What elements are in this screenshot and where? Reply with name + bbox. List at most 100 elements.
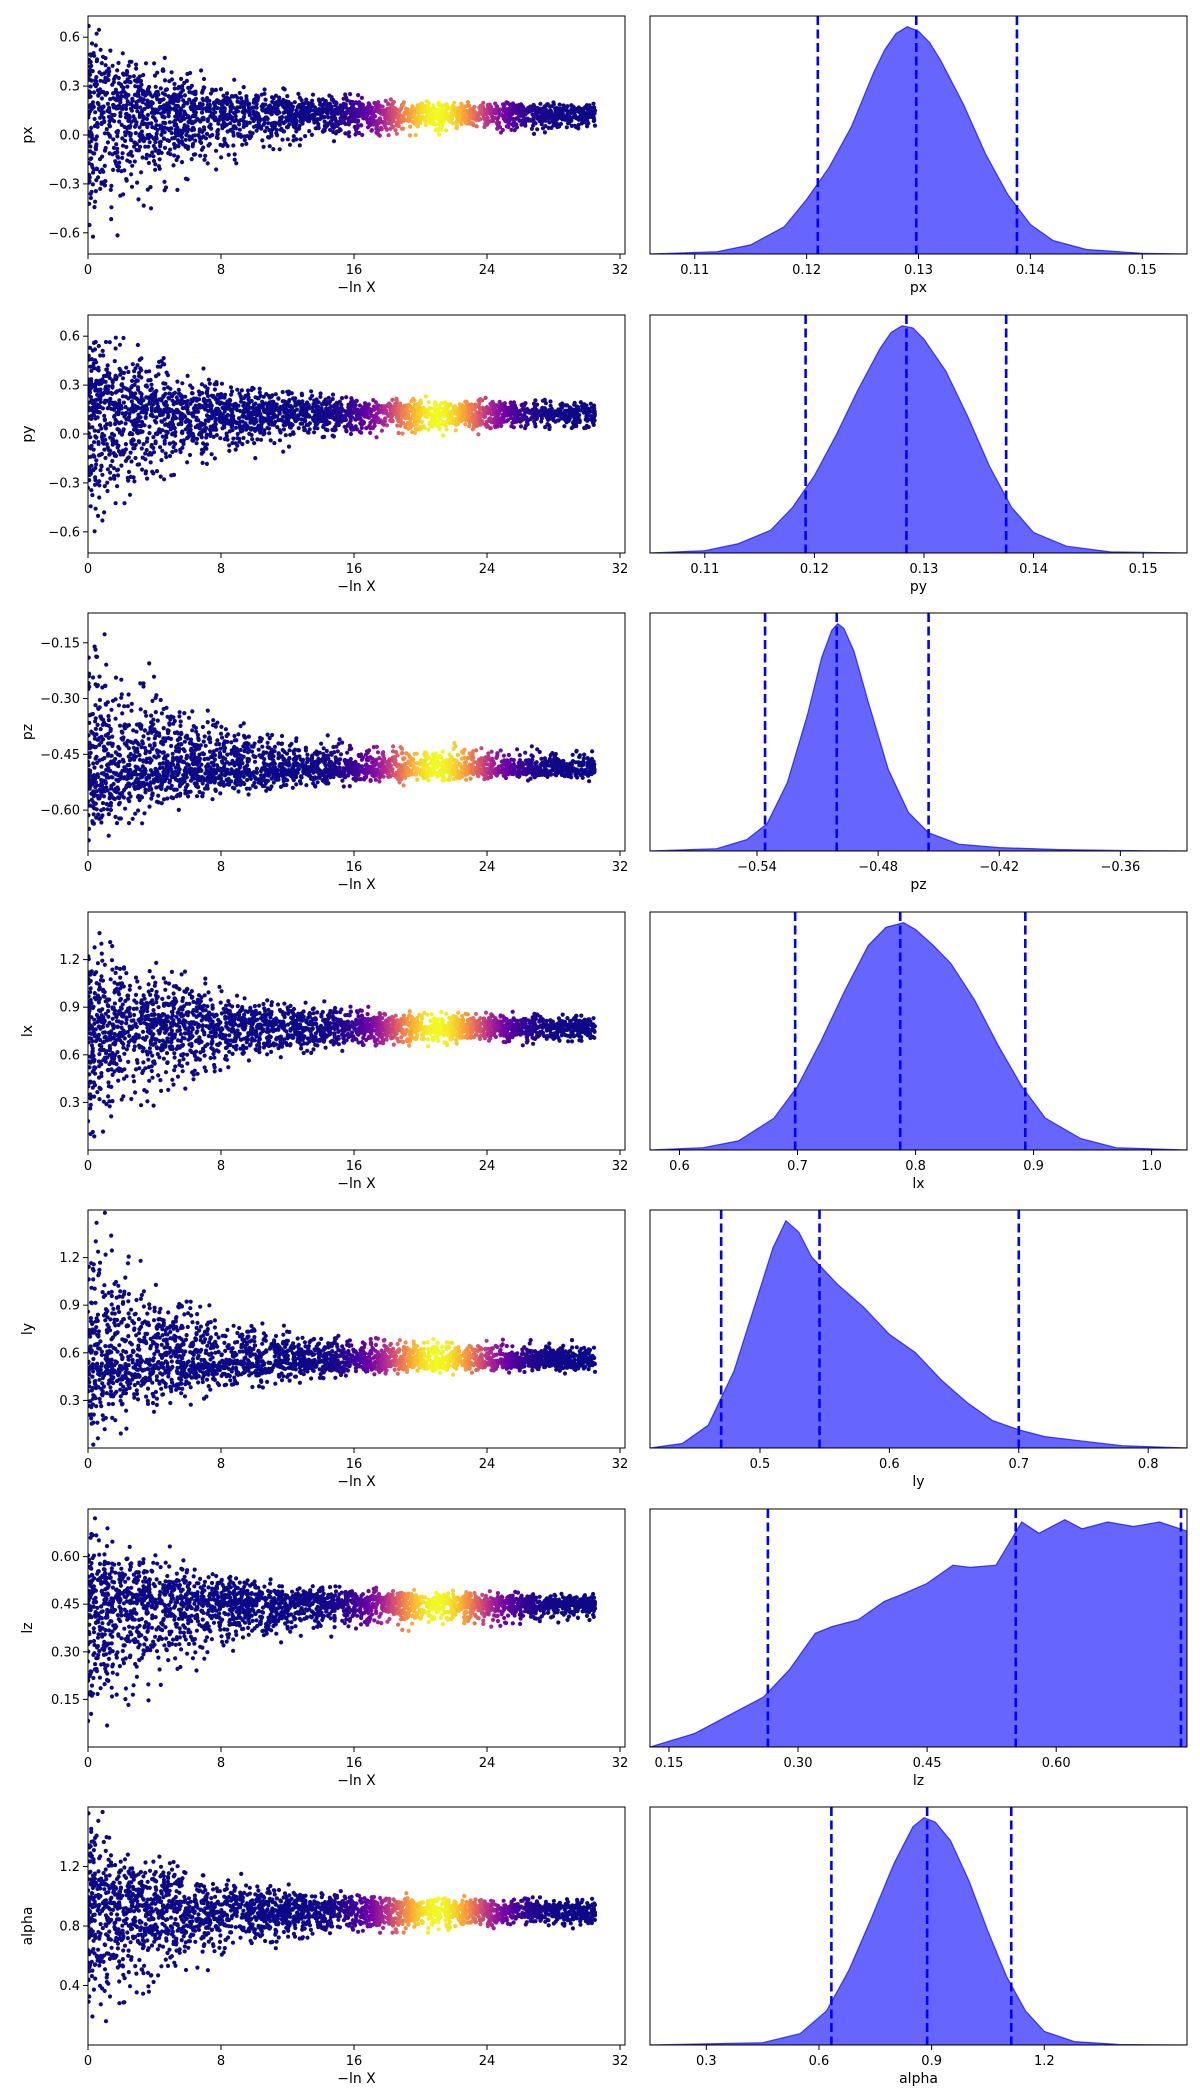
- trace-point: [400, 103, 405, 108]
- trace-point: [145, 124, 150, 130]
- trace-point: [130, 437, 136, 442]
- trace-point: [179, 419, 184, 424]
- trace-point: [135, 109, 140, 114]
- trace-point: [495, 413, 500, 418]
- trace-point: [349, 110, 354, 116]
- trace-point: [158, 474, 163, 479]
- trace-point: [200, 90, 205, 95]
- trace-point: [391, 404, 396, 409]
- trace-point: [138, 86, 143, 91]
- trace-point: [165, 415, 170, 420]
- trace-point: [443, 400, 448, 405]
- trace-point: [275, 425, 280, 430]
- trace-point: [151, 154, 156, 159]
- trace-point: [144, 411, 149, 416]
- trace-point: [199, 129, 204, 134]
- trace-point: [94, 435, 99, 440]
- trace-point: [129, 172, 134, 177]
- trace-point: [148, 206, 154, 211]
- trace-point: [88, 478, 92, 483]
- trace-point: [128, 137, 133, 142]
- trace-point: [240, 442, 245, 447]
- trace-point: [551, 102, 557, 107]
- trace-point: [123, 458, 128, 463]
- trace-point: [471, 123, 476, 128]
- trace-point: [388, 411, 393, 416]
- trace-point: [199, 382, 204, 387]
- trace-point: [185, 177, 190, 182]
- trace-point: [124, 68, 129, 74]
- trace-point: [557, 102, 562, 107]
- trace-point: [510, 116, 516, 121]
- trace-point: [102, 131, 107, 136]
- trace-point: [94, 134, 99, 139]
- trace-point: [360, 106, 365, 112]
- trace-point: [88, 353, 91, 358]
- trace-point: [94, 462, 99, 467]
- trace-point: [319, 102, 324, 107]
- trace-point: [139, 170, 144, 175]
- trace-point: [201, 398, 206, 403]
- trace-point: [200, 460, 205, 465]
- trace-point: [155, 70, 160, 75]
- trace-point: [201, 85, 206, 90]
- trace-point: [140, 155, 145, 160]
- trace-point: [555, 116, 560, 121]
- trace-point: [507, 113, 513, 118]
- trace-point: [304, 408, 309, 413]
- trace-point: [92, 383, 97, 389]
- trace-point: [125, 99, 130, 104]
- trace-point: [114, 104, 120, 110]
- trace-point: [111, 137, 116, 142]
- trace-point: [188, 70, 193, 76]
- trace-point: [92, 529, 97, 534]
- trace-point: [322, 119, 327, 124]
- trace-point: [198, 153, 203, 158]
- trace-point: [334, 129, 339, 134]
- trace-point: [288, 432, 293, 437]
- trace-point: [102, 484, 107, 489]
- trace-point: [281, 121, 286, 126]
- trace-point: [178, 449, 183, 455]
- trace-point: [188, 105, 193, 110]
- trace-point: [277, 147, 282, 152]
- trace-point: [89, 357, 94, 362]
- trace-point: [294, 418, 299, 423]
- trace-point: [495, 424, 500, 429]
- trace-point: [148, 104, 153, 109]
- trace-point: [372, 423, 377, 428]
- trace-point: [99, 180, 104, 185]
- trace-point: [213, 148, 219, 153]
- trace-point: [201, 366, 206, 371]
- trace-point: [231, 124, 236, 129]
- trace-point: [549, 412, 554, 417]
- trace-point: [251, 124, 257, 129]
- trace-point: [323, 421, 328, 426]
- trace-point: [89, 107, 94, 112]
- trace-point: [415, 408, 420, 413]
- trace-point: [380, 109, 385, 114]
- trace-point: [502, 108, 507, 113]
- trace-point: [307, 427, 312, 432]
- trace-point: [437, 122, 442, 127]
- trace-point: [117, 119, 122, 124]
- trace-point: [301, 117, 306, 122]
- trace-point: [181, 98, 186, 103]
- trace-point: [334, 108, 339, 113]
- trace-point: [316, 419, 321, 424]
- trace-point: [303, 107, 308, 113]
- trace-point: [204, 432, 209, 437]
- trace-point: [88, 472, 92, 478]
- trace-point: [441, 433, 446, 438]
- trace-point: [426, 119, 431, 124]
- trace-point: [546, 116, 551, 121]
- trace-point: [210, 87, 215, 92]
- trace-point: [263, 97, 268, 102]
- trace-point: [226, 152, 231, 157]
- trace-point: [485, 122, 490, 127]
- trace-point: [162, 115, 167, 120]
- trace-point: [113, 501, 118, 506]
- trace-point: [90, 493, 95, 498]
- trace-point: [422, 108, 427, 113]
- trace-point: [116, 164, 122, 169]
